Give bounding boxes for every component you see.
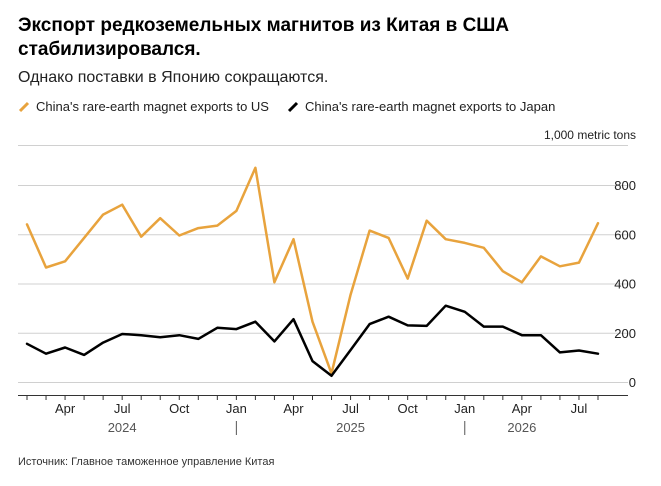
chart-title: Экспорт редкоземельных магнитов из Китая… [18,15,510,60]
x-tick-label: Jul [571,401,588,416]
x-tick-label: Jan [226,401,247,416]
y-tick-label: 400 [614,277,636,292]
x-tick-label: Oct [169,401,190,416]
y-tick-label: 200 [614,326,636,341]
legend-label-japan: China's rare-earth magnet exports to Jap… [304,99,556,114]
chart-subtitle: Однако поставки в Японию сокращаются. [18,69,329,86]
series-line-us [25,166,600,375]
y-axis-unit-label: 1,000 metric tons [544,128,636,142]
series-line-japan [25,304,600,378]
legend-swatch-japan-icon [287,101,299,113]
legend-swatch-us-icon [18,101,30,113]
x-tick-label: Apr [55,401,76,416]
legend: China's rare-earth magnet exports to US … [18,99,573,114]
legend-item-us: China's rare-earth magnet exports to US [18,99,269,114]
y-tick-label: 0 [629,375,636,390]
legend-label-us: China's rare-earth magnet exports to US [36,99,269,114]
year-label: 2025 [336,420,365,435]
x-tick-label: Oct [398,401,419,416]
x-tick-label: Jul [114,401,131,416]
source-note: Источник: Главное таможенное управление … [18,456,275,468]
x-tick-label: Jan [454,401,475,416]
y-tick-label: 800 [614,178,636,193]
year-label: 2024 [108,420,137,435]
x-tick-label: Apr [283,401,304,416]
legend-item-japan: China's rare-earth magnet exports to Jap… [287,99,555,114]
year-label: 2026 [507,420,536,435]
y-tick-label: 600 [614,227,636,242]
x-tick-label: Jul [342,401,359,416]
x-tick-label: Apr [512,401,533,416]
